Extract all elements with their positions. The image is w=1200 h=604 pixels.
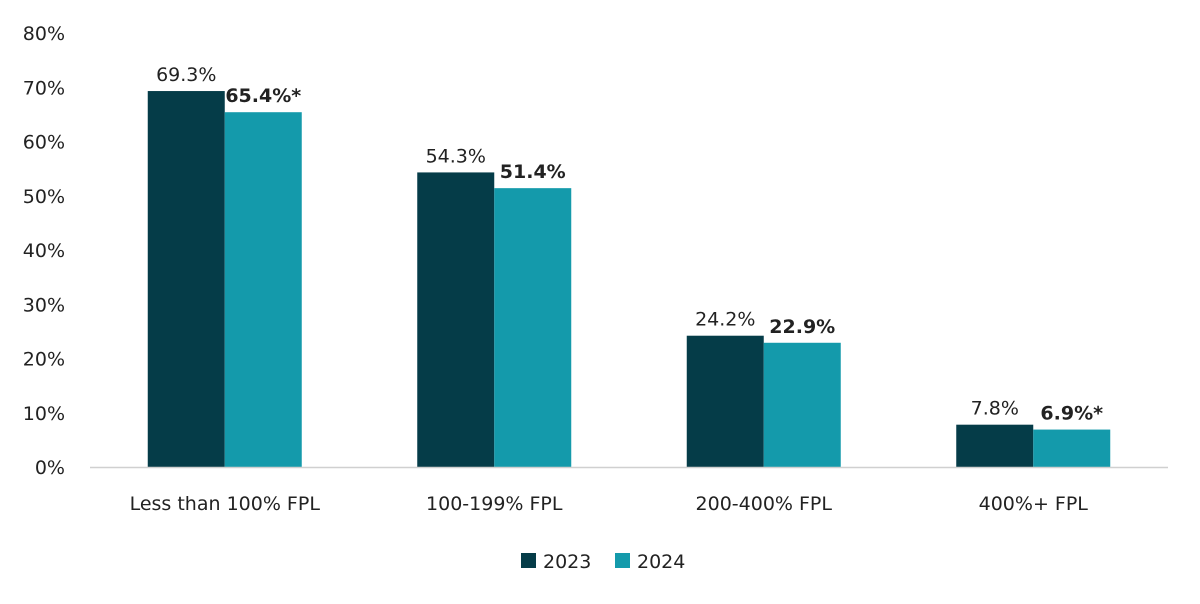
bar-2023: [686, 335, 764, 467]
bar-2023: [956, 424, 1034, 467]
y-tick-label: 60%: [23, 132, 65, 154]
x-tick-label: 200-400% FPL: [696, 493, 833, 515]
data-label: 69.3%: [156, 64, 216, 86]
data-label: 22.9%: [769, 316, 835, 338]
data-label: 65.4%*: [225, 85, 301, 107]
legend-swatch-2024: [615, 553, 630, 568]
y-tick-label: 30%: [23, 294, 65, 316]
legend-label: 2024: [637, 551, 685, 573]
data-label: 24.2%: [695, 309, 755, 331]
x-tick-label: 100-199% FPL: [426, 493, 563, 515]
y-tick-label: 50%: [23, 186, 65, 208]
bar-2024: [224, 112, 302, 467]
bar-2024: [763, 342, 841, 467]
bar-2024: [1033, 429, 1111, 467]
data-label: 7.8%: [971, 398, 1019, 420]
bar-2024: [494, 188, 572, 467]
x-tick-label: Less than 100% FPL: [130, 493, 321, 515]
y-tick-label: 40%: [23, 240, 65, 262]
x-tick-label: 400%+ FPL: [979, 493, 1089, 515]
bar-2023: [417, 172, 495, 468]
data-label: 54.3%: [426, 145, 486, 167]
y-tick-label: 70%: [23, 77, 65, 99]
legend-label: 2023: [543, 551, 591, 573]
y-tick-label: 20%: [23, 349, 65, 371]
data-label: 6.9%*: [1040, 403, 1103, 425]
y-tick-label: 10%: [23, 403, 65, 425]
legend-swatch-2023: [521, 553, 536, 568]
y-tick-label: 0%: [35, 457, 65, 479]
bar-2023: [147, 91, 225, 468]
data-label: 51.4%: [500, 161, 566, 183]
y-tick-label: 80%: [23, 23, 65, 45]
